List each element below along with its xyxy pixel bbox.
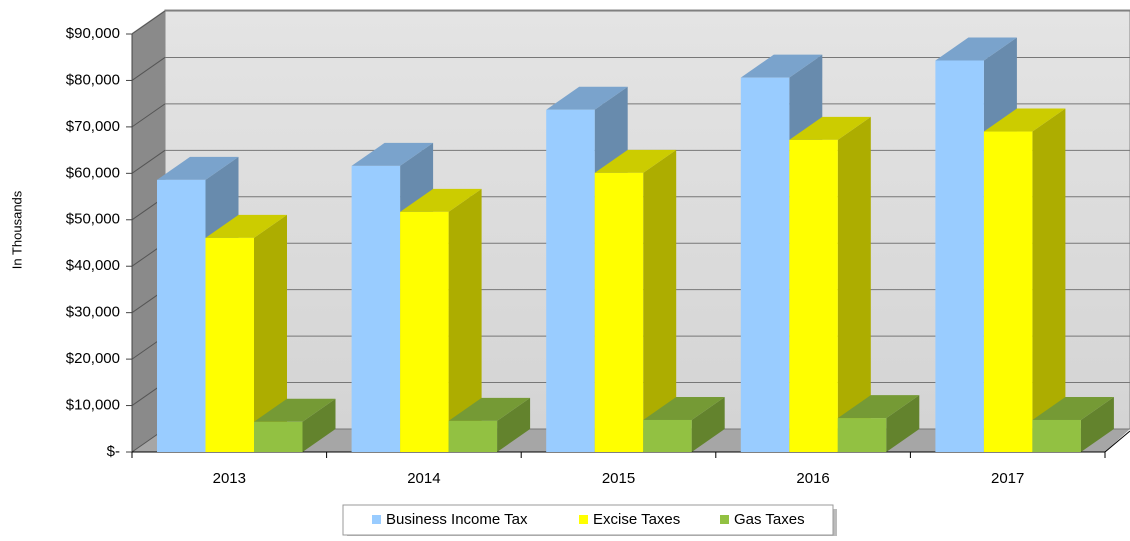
bar [643, 419, 692, 452]
y-tick-label: $70,000 [66, 118, 120, 135]
bar-top [643, 396, 725, 420]
y-tick-label: $20,000 [66, 350, 120, 367]
y-tick-label: $80,000 [66, 71, 120, 88]
x-tick-label: 2015 [602, 470, 635, 487]
legend-swatch [372, 515, 381, 524]
bar-top [983, 108, 1066, 132]
bar-top [400, 188, 482, 212]
bar-side [643, 149, 677, 452]
bar-top [254, 398, 336, 422]
y-tick-label: $50,000 [66, 211, 120, 228]
x-axis-depth [1104, 430, 1130, 453]
bar [448, 420, 498, 452]
bar [740, 77, 790, 452]
grid-line [131, 103, 166, 128]
bar-top [740, 54, 823, 78]
x-tick-label: 2017 [991, 470, 1024, 487]
bar-top [157, 156, 239, 180]
bar-side [302, 398, 336, 452]
bar [546, 109, 595, 453]
bar-top [935, 37, 1017, 61]
grid-line [131, 149, 166, 174]
y-tick-label: $30,000 [66, 304, 120, 321]
bar-top [789, 116, 871, 140]
x-tick-label: 2013 [213, 470, 246, 487]
bar-top [837, 395, 920, 419]
bar [789, 139, 838, 453]
bar-side [254, 214, 287, 452]
y-tick-label: $- [107, 443, 120, 460]
legend-label: Business Income Tax [386, 511, 528, 528]
bar [157, 179, 206, 452]
legend-swatch [579, 515, 588, 524]
y-axis-label: In Thousands [9, 190, 24, 269]
legend-label: Excise Taxes [593, 511, 680, 528]
bar-side [1080, 396, 1114, 452]
bar [1032, 419, 1081, 452]
y-tick-label: $60,000 [66, 164, 120, 181]
bar [935, 60, 984, 453]
bar-side [837, 116, 871, 452]
y-tick-label: $90,000 [66, 25, 120, 42]
bar-side [497, 397, 531, 452]
bar-top [351, 142, 434, 166]
bar [983, 131, 1033, 453]
bar-top [594, 149, 677, 173]
y-tick-label: $10,000 [66, 397, 120, 414]
x-tick-label: 2016 [796, 470, 829, 487]
bar-top [448, 397, 531, 421]
bar [254, 421, 303, 452]
bar-side [691, 396, 725, 452]
bar-top [205, 214, 287, 238]
bar [594, 172, 644, 452]
x-tick-label: 2014 [407, 470, 440, 487]
bar [837, 418, 887, 452]
bar-top [1032, 396, 1114, 420]
grid-line [131, 57, 166, 81]
bar [205, 237, 254, 452]
legend-swatch [720, 515, 729, 524]
grid-line [131, 10, 166, 35]
bar [400, 211, 449, 452]
bar-top [546, 86, 628, 110]
bar-side [886, 395, 920, 452]
y-tick-label: $40,000 [66, 257, 120, 274]
bar-side [448, 188, 482, 453]
legend-label: Gas Taxes [734, 511, 805, 528]
bar-side [1032, 108, 1066, 453]
bar [351, 165, 401, 452]
